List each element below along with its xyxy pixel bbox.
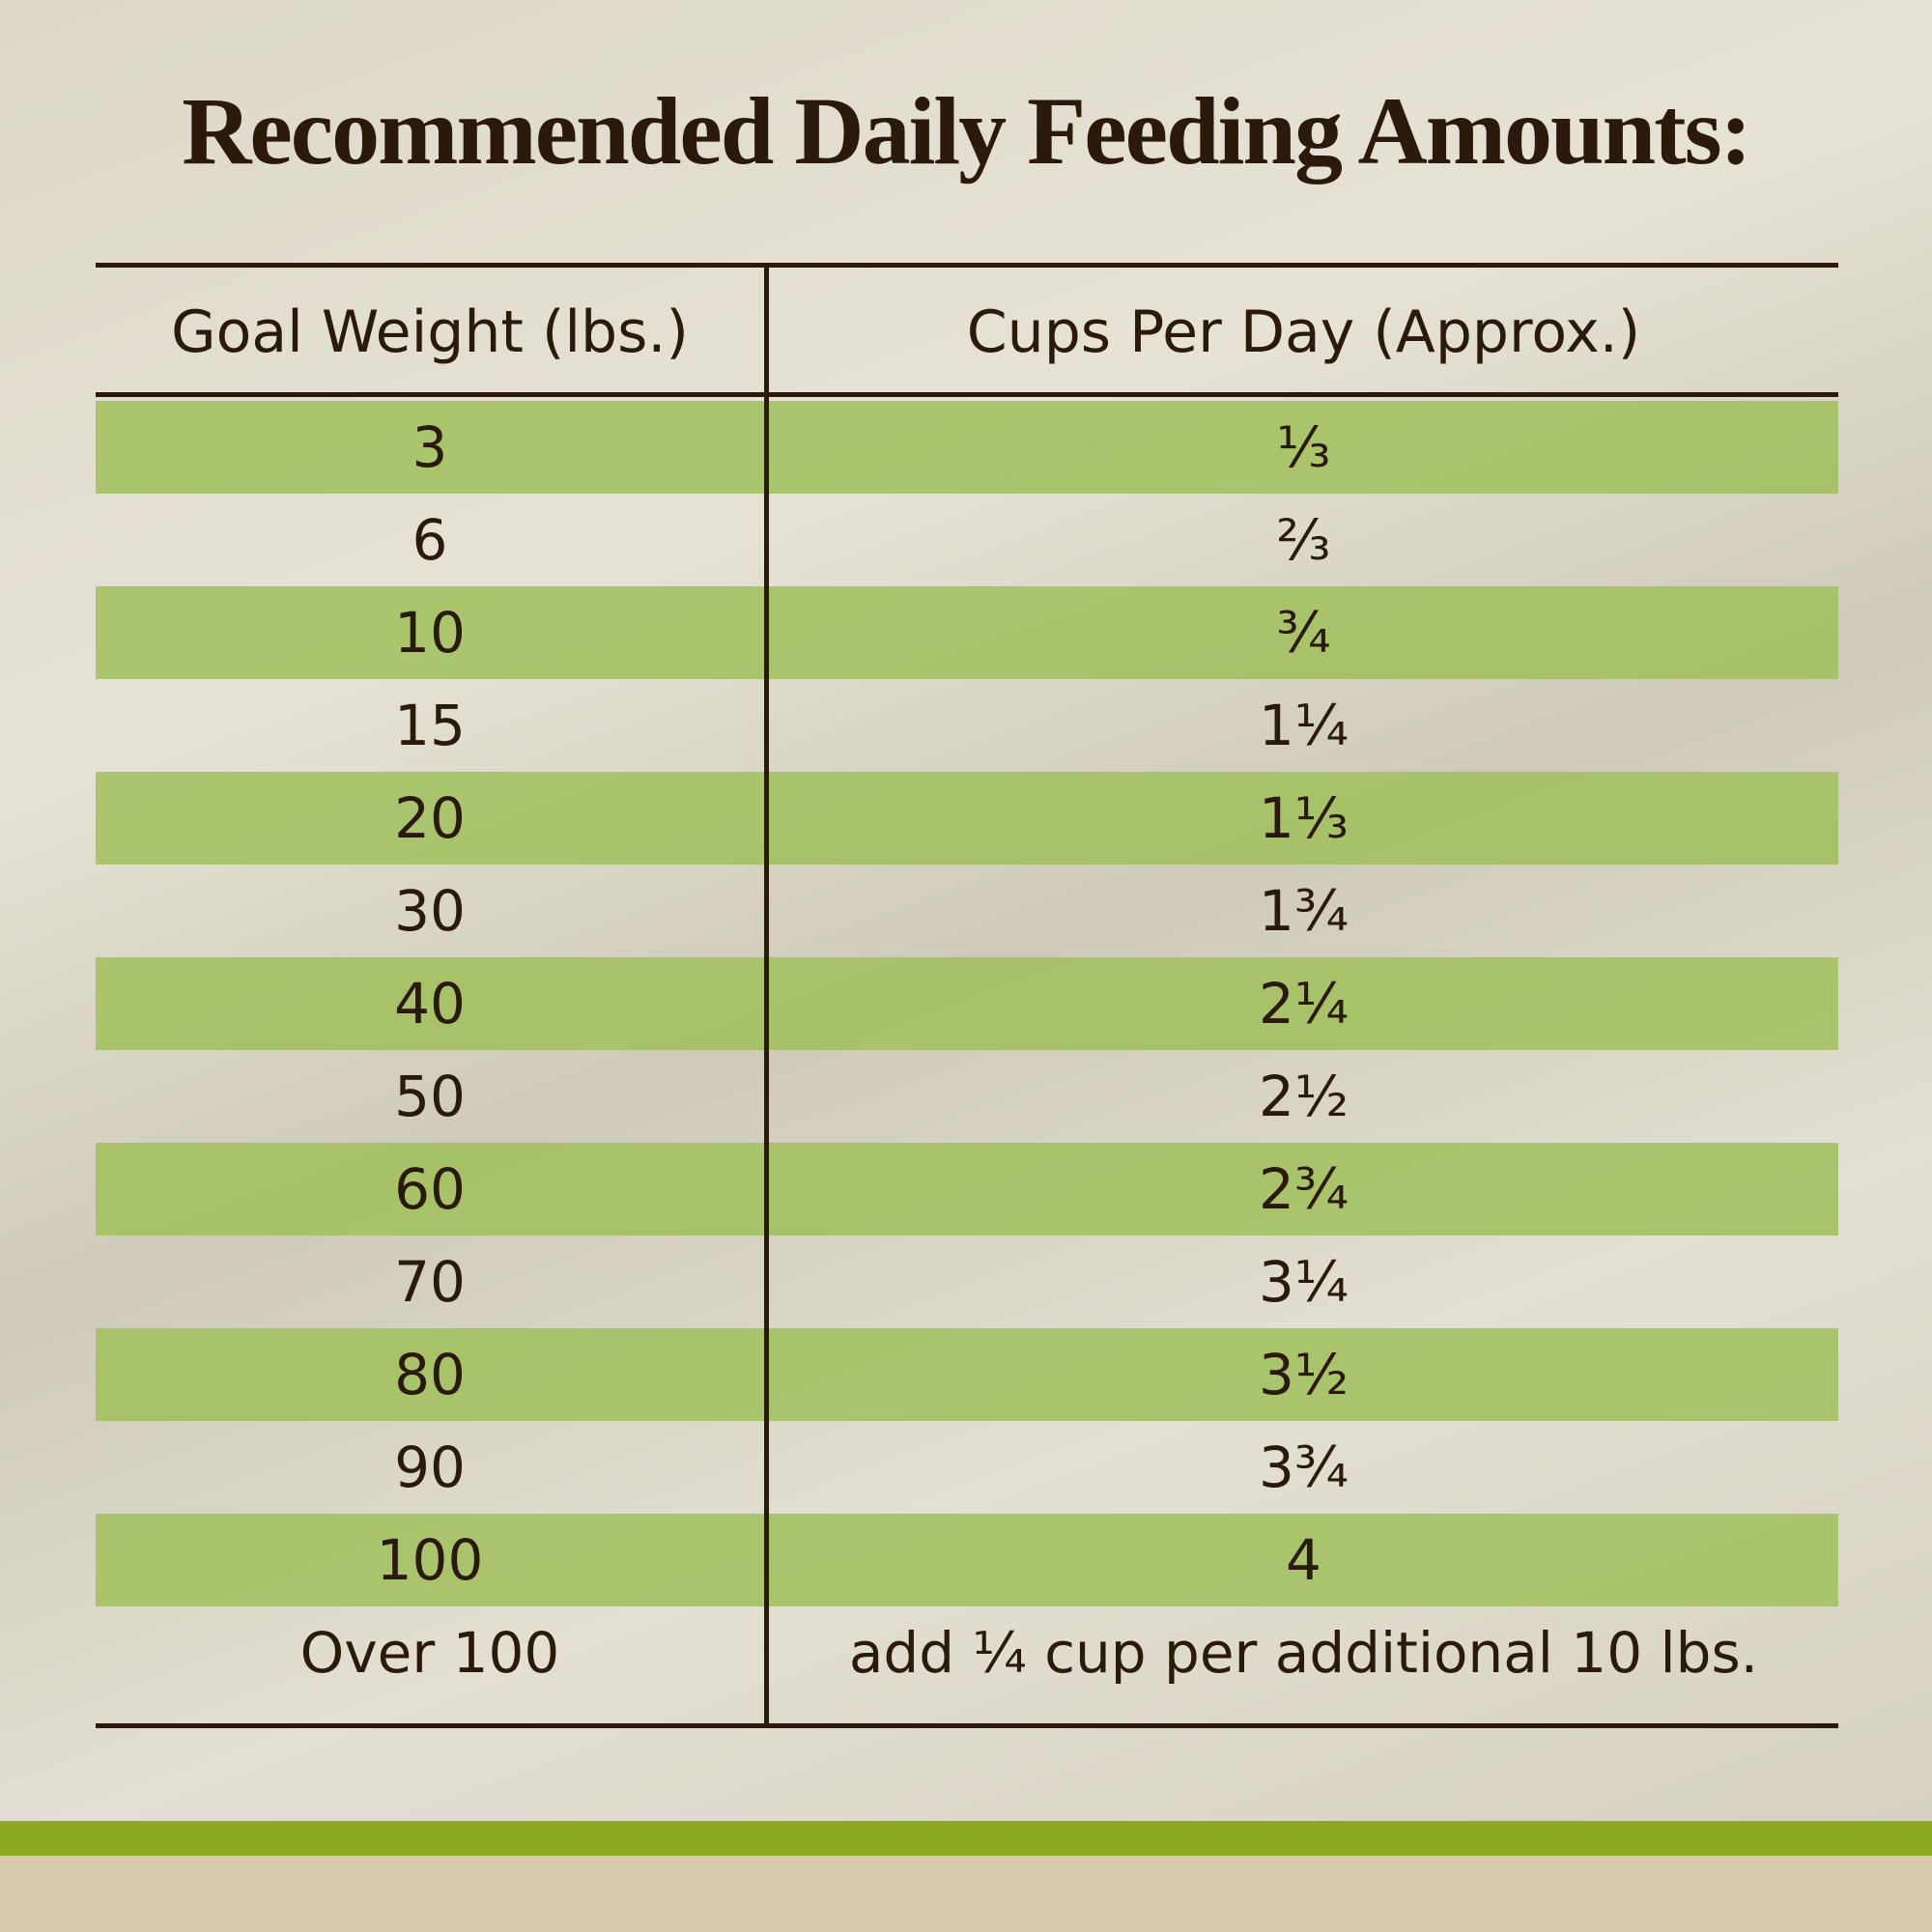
row-stripe: [96, 957, 1838, 1050]
cups-cell: ¾: [1276, 600, 1331, 666]
cups-cell: add ¼ cup per additional 10 lbs.: [848, 1620, 1759, 1686]
weight-cell: 90: [394, 1435, 466, 1500]
cups-cell: 1¾: [1258, 878, 1350, 944]
cups-cell: 1¼: [1258, 693, 1350, 758]
cups-cell: 3¼: [1258, 1249, 1350, 1315]
green-bar: [0, 1821, 1932, 1856]
weight-cell: 50: [394, 1064, 466, 1129]
row-stripe: [96, 1328, 1838, 1421]
header-cell: Cups Per Day (Approx.): [966, 298, 1641, 366]
sand-strip: [0, 1856, 1932, 1932]
cups-cell: 3½: [1258, 1342, 1350, 1407]
weight-cell: 40: [394, 971, 466, 1037]
cups-cell: ⅔: [1276, 507, 1331, 573]
weight-cell: 15: [394, 693, 466, 758]
cups-cell: ⅓: [1276, 414, 1331, 480]
weight-cell: 3: [412, 414, 448, 480]
weight-cell: 6: [412, 507, 448, 573]
weight-cell: 80: [394, 1342, 466, 1407]
weight-cell: 60: [394, 1156, 466, 1222]
header-cell: Goal Weight (lbs.): [171, 298, 689, 366]
weight-cell: 10: [394, 600, 466, 666]
cups-cell: 1⅓: [1258, 785, 1350, 851]
weight-cell: 100: [376, 1527, 484, 1593]
title: Recommended Daily Feeding Amounts:: [182, 77, 1752, 185]
row-stripe: [96, 401, 1838, 494]
table-top-rule: [96, 263, 1838, 268]
row-stripe: [96, 586, 1838, 679]
weight-cell: 70: [394, 1249, 466, 1315]
weight-cell: 20: [394, 785, 466, 851]
column-divider: [764, 265, 769, 1727]
table-bottom-rule: [96, 1723, 1838, 1728]
weight-cell: 30: [394, 878, 466, 944]
row-stripe: [96, 1143, 1838, 1236]
cups-cell: 4: [1286, 1527, 1321, 1593]
cups-cell: 2¼: [1258, 971, 1350, 1037]
cups-cell: 2¾: [1258, 1156, 1350, 1222]
cups-cell: 2½: [1258, 1064, 1350, 1129]
cups-cell: 3¾: [1258, 1435, 1350, 1500]
row-stripe: [96, 1514, 1838, 1606]
header-rule: [96, 392, 1838, 397]
weight-cell: Over 100: [299, 1620, 560, 1686]
row-stripe: [96, 772, 1838, 865]
